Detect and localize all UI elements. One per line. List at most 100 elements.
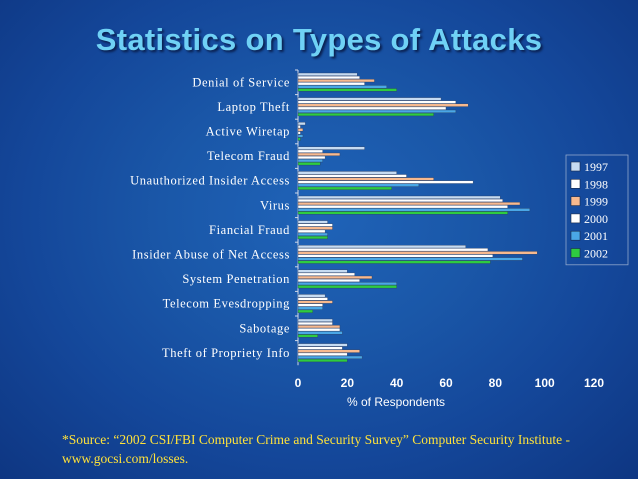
bar-1997-7 bbox=[297, 244, 466, 249]
bar-2002-5 bbox=[297, 211, 508, 215]
bar-2001-5 bbox=[297, 208, 531, 212]
bar-1998-11 bbox=[297, 346, 343, 350]
bar-1997-9 bbox=[297, 294, 326, 298]
bar-1999-6 bbox=[297, 226, 333, 230]
bar-1999-10 bbox=[297, 325, 341, 329]
bar-2001-2 bbox=[297, 134, 304, 138]
bar-1999-4 bbox=[297, 177, 434, 181]
bar-2002-3 bbox=[297, 162, 321, 166]
bar-2000-0 bbox=[297, 82, 365, 86]
bar-2001-0 bbox=[297, 85, 388, 89]
bar-1998-3 bbox=[297, 149, 323, 153]
bar-2002-4 bbox=[297, 186, 392, 190]
bar-2001-6 bbox=[297, 232, 328, 236]
slide-title: Statistics on Types of Attacks bbox=[95, 22, 543, 57]
bar-2001-7 bbox=[297, 257, 523, 261]
category-label: Telecom Fraud bbox=[207, 149, 290, 163]
bar-1997-11 bbox=[297, 343, 348, 347]
chart-legend: 1997 1998 1999 2000 2001 2002 bbox=[565, 154, 629, 266]
bar-2000-11 bbox=[297, 352, 348, 356]
bar-1997-8 bbox=[297, 269, 348, 273]
legend-label: 1999 bbox=[584, 195, 608, 209]
bar-2002-9 bbox=[297, 309, 314, 313]
bar-2000-3 bbox=[297, 155, 326, 160]
bar-2000-2 bbox=[297, 131, 301, 135]
category-label: System Penetration bbox=[182, 272, 290, 286]
bar-1999-11 bbox=[297, 349, 360, 353]
bar-1998-1 bbox=[297, 100, 457, 104]
category-label: Theft of Propriety Info bbox=[162, 346, 290, 360]
bar-2001-8 bbox=[297, 282, 397, 286]
bar-2002-2 bbox=[297, 137, 301, 141]
bar-1997-2 bbox=[297, 121, 306, 126]
bar-2002-7 bbox=[297, 260, 491, 264]
bar-2001-3 bbox=[297, 158, 323, 163]
bar-1998-0 bbox=[297, 75, 360, 80]
legend-swatch-2000 bbox=[570, 213, 581, 224]
legend-label: 1997 bbox=[584, 160, 608, 174]
category-label: Denial of Service bbox=[192, 75, 290, 89]
bar-1999-5 bbox=[297, 201, 521, 206]
bar-2000-9 bbox=[297, 303, 323, 307]
x-tick-label: 40 bbox=[390, 376, 404, 390]
x-tick-label: 60 bbox=[439, 376, 453, 390]
legend-label: 2002 bbox=[584, 247, 608, 261]
legend-label: 2001 bbox=[584, 229, 608, 243]
source-note: *Source: “2002 CSI/FBI Computer Crime an… bbox=[62, 432, 571, 466]
legend-swatch-2001 bbox=[570, 230, 581, 241]
bar-2000-8 bbox=[297, 278, 360, 283]
bar-1999-0 bbox=[297, 78, 375, 83]
bar-2002-6 bbox=[297, 235, 328, 240]
legend-swatch-1998 bbox=[570, 179, 581, 189]
bar-1999-7 bbox=[297, 251, 538, 255]
legend-swatch-1999 bbox=[570, 196, 581, 206]
bar-2002-1 bbox=[297, 112, 434, 117]
bar-2002-0 bbox=[297, 88, 397, 92]
bar-1998-10 bbox=[297, 321, 333, 326]
x-tick-label: 120 bbox=[584, 376, 604, 390]
bar-2000-6 bbox=[297, 229, 326, 233]
category-label: Virus bbox=[260, 198, 290, 212]
x-axis-label: % of Respondents bbox=[347, 395, 445, 409]
category-label: Sabotage bbox=[239, 321, 290, 335]
bar-2002-11 bbox=[297, 358, 348, 363]
x-tick-label: 0 bbox=[295, 376, 302, 390]
bar-2001-10 bbox=[297, 331, 343, 335]
bar-1998-4 bbox=[297, 174, 407, 178]
bar-1999-8 bbox=[297, 275, 373, 279]
legend-label: 1998 bbox=[584, 177, 608, 191]
legend-label: 2000 bbox=[584, 212, 608, 226]
bar-1997-0 bbox=[297, 72, 358, 76]
bar-1997-3 bbox=[297, 146, 365, 150]
bar-1998-5 bbox=[297, 198, 503, 203]
legend-swatch-2002 bbox=[570, 248, 581, 258]
bar-2001-9 bbox=[297, 306, 323, 310]
bar-2001-1 bbox=[297, 109, 457, 113]
category-label: Insider Abuse of Net Access bbox=[132, 248, 290, 262]
category-label: Telecom Evesdropping bbox=[163, 297, 291, 311]
x-tick-label: 80 bbox=[489, 376, 503, 390]
bar-1998-2 bbox=[297, 125, 301, 129]
bar-1997-10 bbox=[297, 318, 333, 322]
x-tick-label: 20 bbox=[341, 376, 355, 390]
bar-1998-7 bbox=[297, 248, 489, 252]
bar-1997-4 bbox=[297, 171, 397, 175]
bar-2001-11 bbox=[297, 355, 363, 359]
bar-2000-5 bbox=[297, 205, 508, 209]
bar-2001-4 bbox=[297, 183, 420, 187]
legend-box bbox=[565, 154, 629, 266]
x-tick-label: 100 bbox=[535, 376, 555, 390]
bar-1998-9 bbox=[297, 297, 328, 301]
bar-2000-7 bbox=[297, 254, 494, 258]
plot-area: Denial of Service Laptop Theft Active Wire… bbox=[130, 69, 604, 390]
bar-2000-1 bbox=[297, 106, 447, 110]
bar-2000-10 bbox=[297, 328, 341, 332]
bar-1998-6 bbox=[297, 223, 333, 227]
bar-1999-2 bbox=[297, 128, 304, 132]
bar-1997-6 bbox=[297, 220, 328, 224]
bar-2002-8 bbox=[297, 285, 397, 289]
category-label: Fiancial Fraud bbox=[209, 223, 290, 237]
bar-2000-4 bbox=[297, 180, 474, 184]
